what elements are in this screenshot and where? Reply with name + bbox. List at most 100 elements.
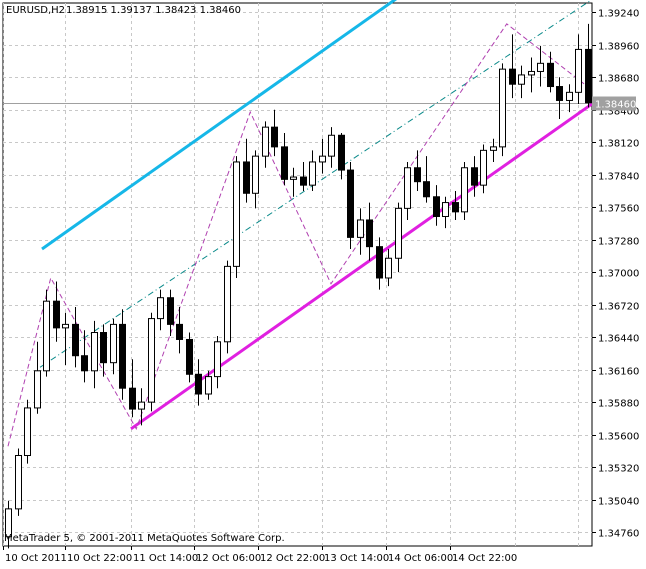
candle-body xyxy=(347,169,354,238)
y-tick-label: 1.38120 xyxy=(598,139,639,150)
candle-body xyxy=(423,181,430,198)
candle-body xyxy=(195,373,202,395)
y-tick-label: 1.37000 xyxy=(598,269,639,280)
y-tick-label: 1.38680 xyxy=(598,74,639,85)
candle-body xyxy=(319,155,326,163)
candle-body xyxy=(43,300,50,372)
candle-body xyxy=(252,155,259,194)
candle-body xyxy=(366,219,373,248)
candle-body xyxy=(395,207,402,259)
y-tick-label: 1.36160 xyxy=(598,367,639,378)
candle-body xyxy=(404,167,411,209)
copyright-text: MetaTrader 5, © 2001-2011 MetaQuotes Sof… xyxy=(4,533,285,544)
candle-body xyxy=(72,323,79,357)
candle-body xyxy=(81,355,88,372)
candle-body xyxy=(243,161,250,194)
candle-body xyxy=(214,341,221,378)
candle-body xyxy=(290,176,297,180)
candle-body xyxy=(385,257,392,279)
chart-ohlc: 1.38915 1.39137 1.38423 1.38460 xyxy=(66,5,241,16)
candle-body xyxy=(91,332,98,372)
candle-body xyxy=(518,74,525,85)
x-tick-label: 12 Oct 22:00 xyxy=(260,553,325,564)
lower-channel-line xyxy=(130,102,593,431)
channel-lines xyxy=(7,0,593,447)
candle-body xyxy=(176,323,183,340)
candle-body xyxy=(15,455,22,510)
candle-body xyxy=(100,332,107,364)
candle-body xyxy=(53,300,60,329)
x-tick-label: 11 Oct 14:00 xyxy=(133,553,198,564)
chart-symbol: EURUSD,H2 xyxy=(6,5,65,16)
plot-area xyxy=(2,2,593,547)
candle-body xyxy=(205,376,212,395)
candle-body xyxy=(338,134,345,171)
candle-body xyxy=(167,297,174,325)
x-tick-label: 14 Oct 06:00 xyxy=(388,553,453,564)
candle-body xyxy=(414,167,421,183)
candle-body xyxy=(585,48,592,104)
candle-body xyxy=(376,246,383,279)
candle-body xyxy=(537,62,544,72)
candle-body xyxy=(148,318,155,403)
candle-body xyxy=(5,508,12,538)
candle-body xyxy=(129,387,136,410)
candle-body xyxy=(328,134,335,157)
y-tick-label: 1.35320 xyxy=(598,464,639,475)
y-tick-label: 1.38400 xyxy=(598,107,639,118)
candle-body xyxy=(452,202,459,213)
candle-body xyxy=(575,48,582,93)
candle-body xyxy=(509,68,516,85)
current-price-label: 1.38460 xyxy=(595,100,636,111)
y-tick-label: 1.38960 xyxy=(598,42,639,53)
candle-body xyxy=(309,161,316,186)
candle-body xyxy=(24,407,31,456)
y-tick-label: 1.39240 xyxy=(598,9,639,20)
candle-body xyxy=(490,146,497,151)
candle-body xyxy=(499,68,506,148)
price-axis: 1.39240 1.38960 1.38680 1.38400 1.38120 1.378… xyxy=(592,9,639,540)
candle-body xyxy=(157,297,164,320)
candle-body xyxy=(471,167,478,186)
candle-body xyxy=(110,323,117,364)
candle-body xyxy=(224,265,231,343)
candle-body xyxy=(34,370,41,409)
y-tick-label: 1.35600 xyxy=(598,432,639,443)
candle-body xyxy=(556,86,563,101)
candle-body xyxy=(442,202,449,217)
y-tick-label: 1.36440 xyxy=(598,334,639,345)
candle-body xyxy=(566,91,573,101)
candle-body xyxy=(186,338,193,375)
y-tick-label: 1.36720 xyxy=(598,302,639,313)
x-tick-label: 12 Oct 06:00 xyxy=(196,553,261,564)
candle-body xyxy=(119,323,126,389)
y-tick-label: 1.35040 xyxy=(598,497,639,508)
candle-body xyxy=(233,161,240,267)
y-tick-label: 1.34760 xyxy=(598,529,639,540)
candle-body xyxy=(461,167,468,213)
x-tick-label: 10 Oct 2011 xyxy=(5,553,67,564)
candle-body xyxy=(138,401,145,410)
zigzag-line xyxy=(7,23,588,447)
x-tick-label: 14 Oct 22:00 xyxy=(452,553,517,564)
candle-body xyxy=(300,176,307,186)
y-tick-label: 1.37560 xyxy=(598,204,639,215)
candle-body xyxy=(480,149,487,186)
x-tick-label: 10 Oct 22:00 xyxy=(67,553,132,564)
upper-channel-line xyxy=(41,0,398,251)
current-price-tag xyxy=(592,96,636,111)
candle-body xyxy=(433,196,440,217)
y-tick-label: 1.37840 xyxy=(598,172,639,183)
candle-body xyxy=(528,70,535,76)
candle-body xyxy=(281,146,288,180)
candle-body xyxy=(62,323,69,329)
y-tick-label: 1.35880 xyxy=(598,399,639,410)
candle-body xyxy=(262,126,269,157)
candle-body xyxy=(271,126,278,148)
candle-body xyxy=(547,62,554,88)
x-tick-label: 13 Oct 14:00 xyxy=(324,553,389,564)
y-tick-label: 1.37280 xyxy=(598,237,639,248)
candle-body xyxy=(357,219,364,238)
